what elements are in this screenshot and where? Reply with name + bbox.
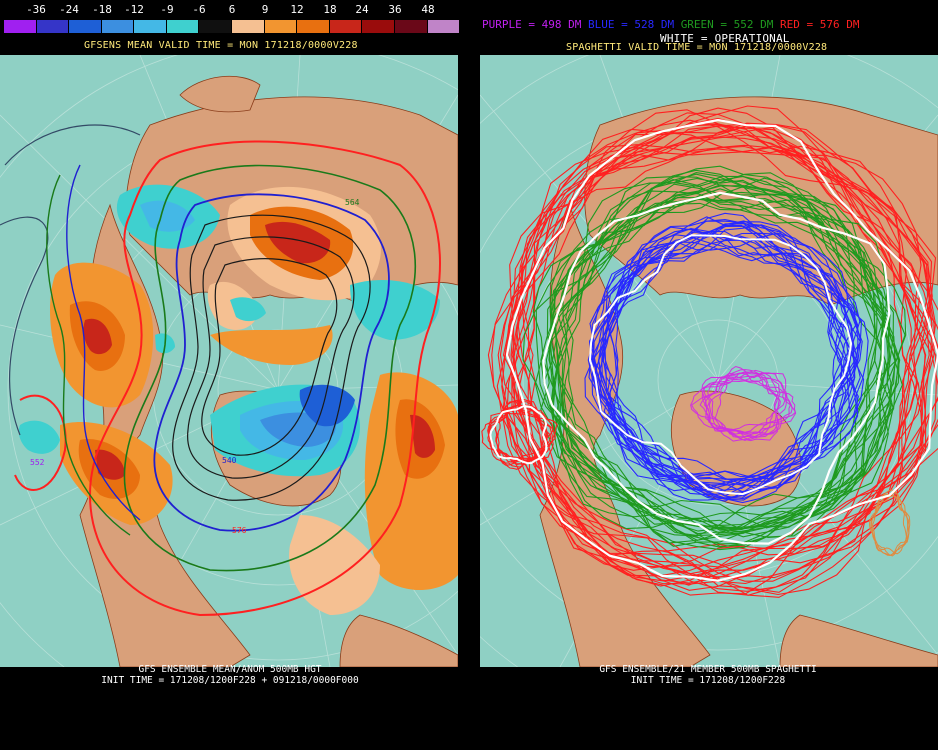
legend-swatch [232, 20, 265, 33]
red-contour [487, 412, 558, 459]
green-contour [557, 183, 897, 537]
red-contour [502, 105, 927, 581]
legend-tick: 18 [323, 3, 337, 16]
operational-contour [489, 404, 548, 465]
blue-contour [598, 216, 858, 492]
contour-label: 564 [345, 198, 360, 207]
purple-contour [691, 371, 797, 435]
red-contour [495, 401, 548, 466]
height-contours [0, 124, 441, 617]
legend-swatch [134, 20, 167, 33]
legend-tick: -36 [26, 3, 46, 16]
mean-panel-title: GFSENS MEAN VALID TIME = MON 171218/0000… [84, 40, 358, 51]
red-contour [494, 407, 552, 463]
legend-swatch [36, 20, 70, 33]
mean-caption-line2: INIT TIME = 171208/1200F228 + 091218/000… [101, 675, 359, 686]
legend-tick: -6 [192, 3, 206, 16]
purple-contour [707, 377, 781, 435]
red-contour [510, 123, 938, 577]
contour-label: 552 [30, 458, 45, 467]
legend-tick: 6 [228, 3, 236, 16]
legend-tick: -9 [160, 3, 174, 16]
red-contour [508, 144, 937, 592]
contour-label: 576 [232, 526, 247, 535]
spaghetti-caption-line1: GFS ENSEMBLE/21 MEMBER 500MB SPAGHETTI [599, 664, 817, 675]
mean-caption: GFS ENSEMBLE MEAN/ANOM 500MB HGT INIT TI… [0, 664, 460, 686]
spaghetti-contours [481, 105, 938, 598]
spaghetti-panel-title: SPAGHETTI VALID TIME = MON 171218/0000V2… [566, 42, 828, 53]
purple-contour [714, 365, 780, 439]
legend-tick: 9 [261, 3, 269, 16]
legend-swatch [69, 20, 102, 33]
purple-contour [701, 372, 787, 442]
spaghetti-legend: PURPLE = 498 DM BLUE = 528 DM GREEN = 55… [482, 18, 938, 31]
purple-contour [702, 380, 797, 432]
spaghetti-caption-line2: INIT TIME = 171208/1200F228 [630, 675, 786, 686]
blue-contour [604, 224, 856, 501]
green-contour [546, 177, 876, 545]
blue-contour [588, 221, 848, 497]
legend-tick: 48 [421, 3, 435, 16]
blue-contour [602, 230, 856, 496]
blue-contour [587, 232, 849, 493]
orange-contour [868, 491, 909, 556]
legend-tick: -18 [92, 3, 112, 16]
red-contour [496, 136, 922, 596]
contour-labels: 576 564 552 540 [30, 198, 360, 535]
legend-purple: PURPLE = 498 DM [482, 18, 582, 31]
red-contour [512, 122, 938, 571]
operational-552-contour [542, 191, 891, 545]
blue-contour [609, 228, 861, 491]
legend-swatch [166, 20, 200, 33]
contour-label: 540 [222, 456, 237, 465]
blue-contour [591, 231, 859, 501]
legend-red: RED = 576 DM [780, 18, 860, 31]
red-contour [491, 124, 933, 598]
legend-blue: BLUE = 528 DM [587, 18, 675, 31]
legend-swatch [101, 20, 135, 33]
ensemble-mean-map: 576 564 552 540 [0, 55, 458, 667]
mean-caption-line1: GFS ENSEMBLE MEAN/ANOM 500MB HGT [138, 664, 322, 675]
red-contour [497, 122, 924, 579]
legend-swatch [427, 20, 461, 33]
green-contour [553, 177, 894, 530]
red-contour [512, 125, 923, 556]
legend-green: GREEN = 552 DM [680, 18, 774, 31]
legend-color-bar [4, 20, 461, 33]
legend-swatch [264, 20, 298, 33]
green-contour [563, 179, 906, 537]
legend-tick: -12 [124, 3, 144, 16]
color-legend: -36 -24 -18 -12 -9 -6 6 9 12 18 24 36 48 [4, 3, 461, 33]
legend-swatch [362, 20, 395, 33]
legend-tick: -24 [59, 3, 79, 16]
red-contour [508, 145, 933, 578]
legend-labels: -36 -24 -18 -12 -9 -6 6 9 12 18 24 36 48 [4, 3, 460, 17]
operational-legend: WHITE = OPERATIONAL [660, 32, 790, 45]
spaghetti-caption: GFS ENSEMBLE/21 MEMBER 500MB SPAGHETTI I… [478, 664, 938, 686]
legend-swatch [329, 20, 363, 33]
orange-contour [870, 489, 910, 557]
purple-contour [701, 372, 788, 442]
operational-576-contour [505, 118, 938, 582]
blue-contour [584, 219, 861, 483]
spaghetti-map [480, 55, 938, 667]
legend-swatch [394, 20, 428, 33]
purple-contour [699, 375, 791, 433]
legend-tick: 24 [355, 3, 369, 16]
red-contour [519, 119, 935, 585]
legend-tick: 36 [388, 3, 402, 16]
purple-contour [708, 369, 778, 441]
legend-swatch [199, 20, 233, 33]
legend-swatch [297, 20, 330, 33]
operational-528-contour [588, 234, 853, 496]
legend-swatch [4, 20, 37, 33]
red-contour [521, 124, 938, 587]
legend-tick: 12 [290, 3, 304, 16]
orange-contour [871, 494, 911, 556]
red-contour [506, 112, 938, 586]
